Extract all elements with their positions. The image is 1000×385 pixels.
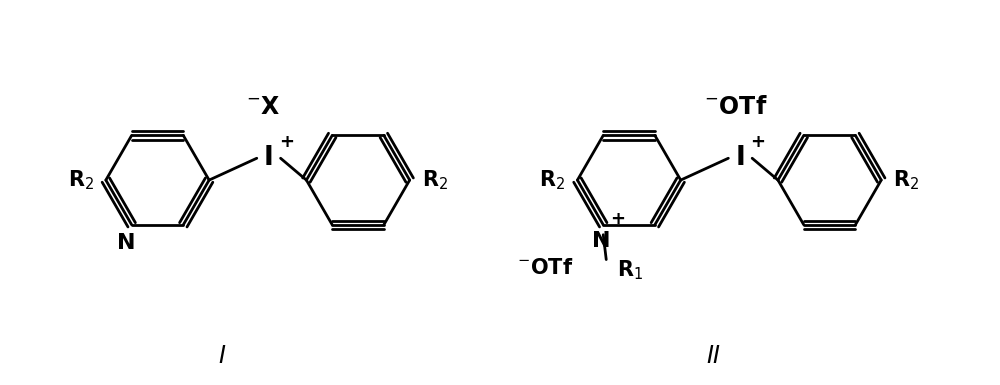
Text: I: I — [735, 145, 745, 171]
Text: R$_2$: R$_2$ — [539, 168, 566, 192]
Text: II: II — [706, 344, 720, 368]
Text: +: + — [279, 133, 294, 151]
Text: +: + — [610, 210, 625, 228]
Text: I: I — [264, 145, 274, 171]
Text: +: + — [751, 133, 766, 151]
Text: $^{-}$X: $^{-}$X — [246, 95, 281, 119]
Text: $^{-}$OTf: $^{-}$OTf — [704, 95, 767, 119]
Text: R$_2$: R$_2$ — [893, 168, 919, 192]
Text: R$_2$: R$_2$ — [422, 168, 448, 192]
Text: I: I — [219, 344, 226, 368]
Text: R$_2$: R$_2$ — [68, 168, 94, 192]
Text: N: N — [592, 231, 611, 251]
Text: N: N — [117, 233, 136, 253]
Text: R$_1$: R$_1$ — [617, 259, 643, 282]
Text: $^{-}$OTf: $^{-}$OTf — [517, 258, 573, 278]
